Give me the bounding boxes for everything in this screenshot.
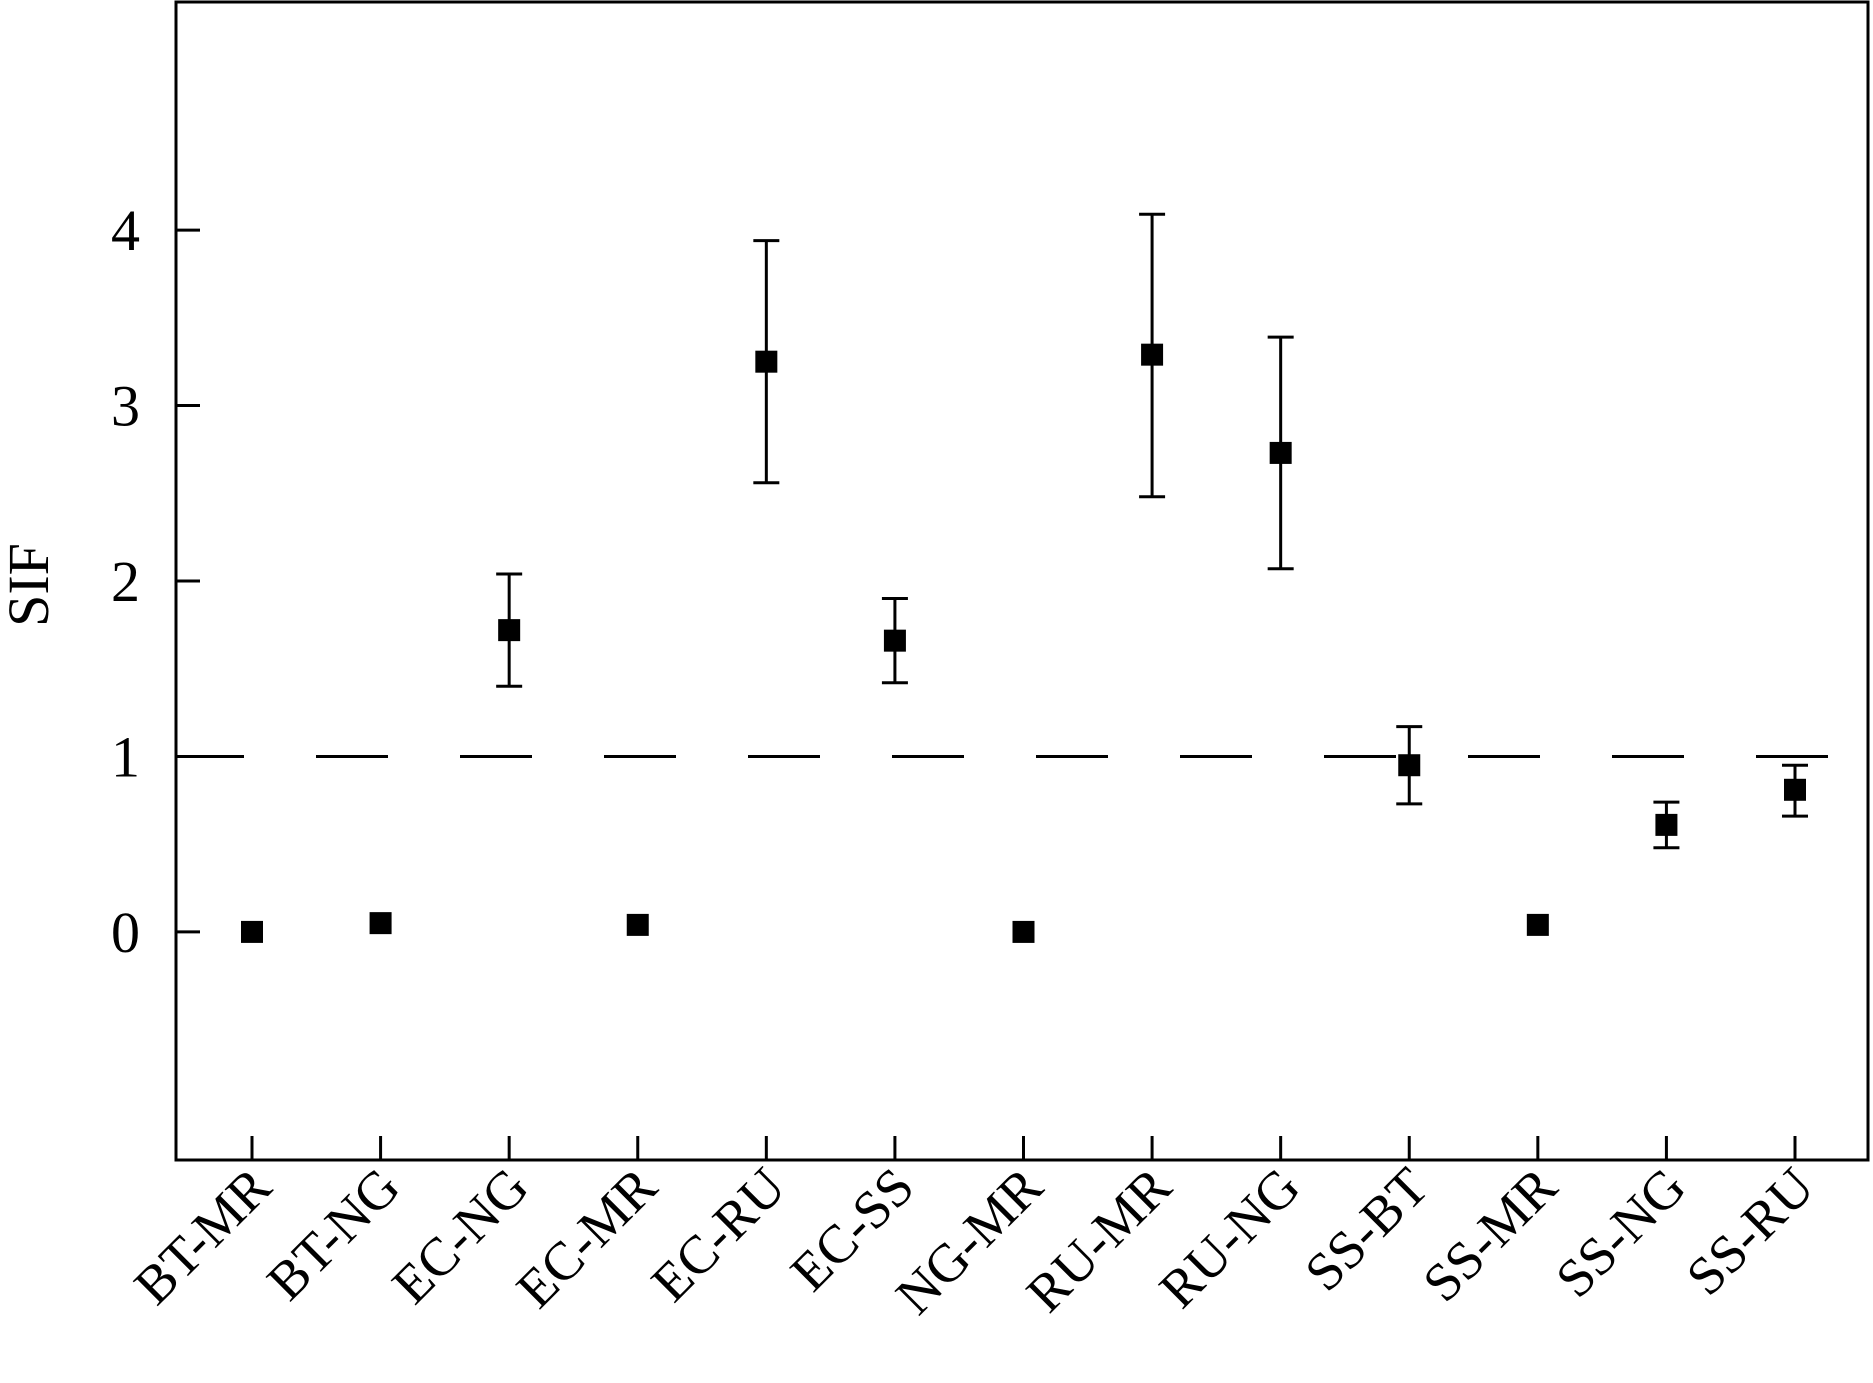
y-tick-label: 2 xyxy=(111,549,140,614)
data-point xyxy=(1269,441,1292,464)
data-point xyxy=(1398,754,1421,777)
x-tick-label: SS-RU xyxy=(1675,1156,1826,1307)
data-point xyxy=(498,619,521,642)
y-tick-label: 0 xyxy=(111,900,140,965)
data-point xyxy=(241,920,263,943)
y-axis-label: SIF xyxy=(0,543,61,627)
x-tick-label: NG-MR xyxy=(884,1156,1054,1326)
data-point xyxy=(1655,813,1678,836)
y-tick-label: 3 xyxy=(111,374,140,439)
plot-frame xyxy=(174,0,1870,1162)
y-tick-label: 4 xyxy=(111,198,140,263)
x-tick-label: SS-NG xyxy=(1544,1156,1697,1309)
x-tick-label: SS-MR xyxy=(1411,1156,1568,1313)
x-tick-label: EC-MR xyxy=(505,1156,668,1319)
x-tick-label: SS-BT xyxy=(1293,1156,1439,1302)
x-tick-label: BT-NG xyxy=(255,1156,411,1312)
x-tick-label: EC-NG xyxy=(381,1156,540,1315)
x-tick-label: RU-NG xyxy=(1148,1156,1311,1319)
data-point xyxy=(626,913,649,936)
data-point xyxy=(883,629,906,652)
data-point xyxy=(1141,343,1164,366)
data-point xyxy=(1784,778,1806,801)
x-tick-label: BT-MR xyxy=(123,1156,283,1316)
x-tick-label: EC-RU xyxy=(640,1156,797,1313)
x-tick-label: RU-MR xyxy=(1015,1156,1183,1324)
data-point xyxy=(1012,920,1035,943)
y-tick-label: 1 xyxy=(111,724,140,789)
data-point xyxy=(1526,913,1549,936)
data-point xyxy=(755,350,778,373)
data-point xyxy=(369,912,392,935)
